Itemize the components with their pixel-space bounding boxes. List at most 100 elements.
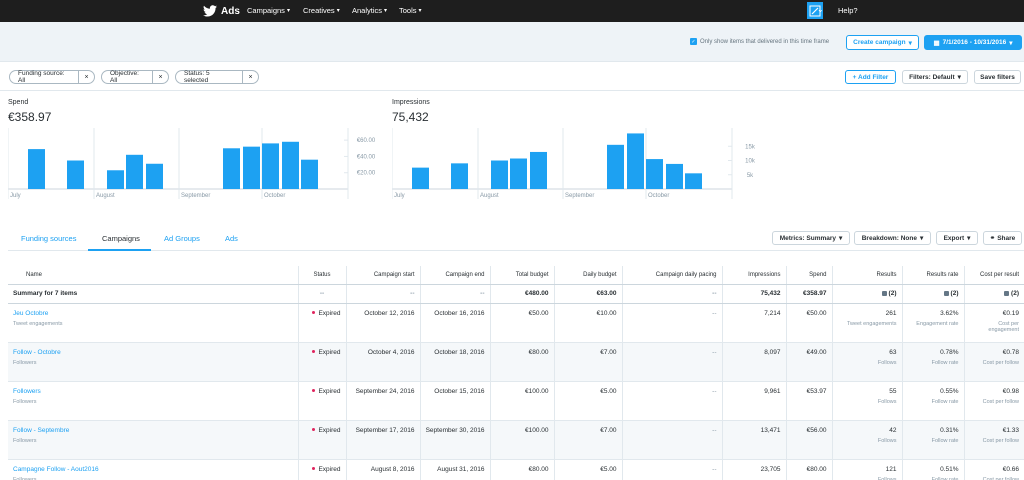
nav-creatives[interactable]: Creatives ▾ [303,6,340,15]
campaign-name-link[interactable]: Follow - Octobre [13,348,61,356]
chart-bar[interactable] [412,167,429,189]
chart-bar[interactable] [107,170,124,189]
account-chevron-icon[interactable]: ⌄ [817,5,824,14]
column-header-pacing[interactable]: Campaign daily pacing [622,266,723,285]
chart-bar[interactable] [451,163,468,189]
status-dot-icon [312,428,316,432]
month-tick-label: September [181,193,210,199]
chart-bar[interactable] [262,143,279,189]
nav-tools[interactable]: Tools ▾ [399,6,422,15]
filter-pill-objective[interactable]: Objective: All × [101,70,169,84]
summary-results-rate-count: (2) [950,290,959,297]
tab-campaigns[interactable]: Campaigns [102,234,140,243]
summary-start: -- [346,284,421,304]
column-header-cost-per-result[interactable]: Cost per result [964,266,1024,285]
column-header-campaign-end[interactable]: Campaign end [420,266,491,285]
filter-pill-status[interactable]: Status: 5 selected × [175,70,259,84]
column-header-daily-budget[interactable]: Daily budget [554,266,623,285]
campaign-objective: Followers [13,359,37,366]
chart-bar[interactable] [67,160,84,190]
table-row[interactable]: Jeu Octobre Tweet engagements Expired Octob… [8,303,1024,343]
calendar-icon: ▦ [933,39,940,47]
campaign-name-link[interactable]: Jeu Octobre [13,309,49,317]
table-row[interactable]: Campagne Follow - Aout2016 Followers Expir… [8,459,1024,480]
table-row[interactable]: Follow - Octobre Followers Expired October … [8,342,1024,382]
share-button[interactable]: ⚭ Share [983,231,1022,245]
account-avatar[interactable] [807,2,823,19]
column-header-spend[interactable]: Spend [786,266,833,285]
chart-bar[interactable] [666,163,683,189]
campaign-name-link[interactable]: Follow - Septembre [13,426,70,434]
chart-bar[interactable] [223,148,240,189]
filter-pill-funding-source[interactable]: Funding source: All × [9,70,95,84]
column-header-impressions[interactable]: Impressions [722,266,787,285]
export-dropdown[interactable]: Export ▾ [936,231,978,245]
table-row[interactable]: Followers Followers Expired September 24, 2… [8,381,1024,421]
help-link[interactable]: Help? [838,6,858,15]
chart-bar[interactable] [28,149,45,189]
summary-impressions: 75,432 [722,284,787,304]
column-header-status[interactable]: Status [298,266,347,285]
chart-bar[interactable] [243,146,260,189]
pacing-cell: -- [622,381,723,421]
metrics-dropdown[interactable]: Metrics: Summary ▾ [772,231,850,245]
column-header-campaign-start[interactable]: Campaign start [346,266,421,285]
campaign-name-cell: Followers Followers [8,381,299,421]
tab-funding-sources[interactable]: Funding sources [21,234,77,243]
chart-bar[interactable] [510,158,527,189]
campaign-start-cell: August 8, 2016 [346,459,421,480]
campaigns-table: Name Status Campaign start Campaign end … [8,266,1024,480]
create-campaign-button[interactable]: Create campaign ▾ [846,35,919,50]
add-filter-button[interactable]: + Add Filter [845,70,896,84]
total-budget-cell: €80.00 [490,342,555,382]
chart-bar[interactable] [646,159,663,189]
summary-results-count: (2) [888,290,897,297]
status-cell: Expired [298,381,347,421]
month-tick-label: July [394,193,405,199]
chart-bar[interactable] [126,154,143,189]
status-cell: Expired [298,342,347,382]
campaign-objective: Followers [13,398,37,405]
chart-bar[interactable] [282,141,299,189]
campaign-name-link[interactable]: Followers [13,387,41,395]
chart-bar[interactable] [146,163,163,189]
close-icon[interactable]: × [242,71,258,83]
daily-budget-cell: €5.00 [554,381,623,421]
close-icon[interactable]: × [78,71,94,83]
status-cell: Expired [298,459,347,480]
chart-bar[interactable] [491,160,508,190]
save-filters-button[interactable]: Save filters [974,70,1021,84]
column-header-results-rate[interactable]: Results rate [902,266,965,285]
tab-ad-groups[interactable]: Ad Groups [164,234,200,243]
chart-bar[interactable] [685,173,702,189]
column-header-total-budget[interactable]: Total budget [490,266,555,285]
column-header-results[interactable]: Results [832,266,903,285]
status-dot-icon [312,467,316,471]
status-badge: Expired [318,465,341,473]
delivered-filter[interactable]: ✓ Only show items that delivered in this… [690,38,829,45]
y-tick-label: 10k [745,159,756,165]
chart-bar[interactable] [301,159,318,189]
nav-campaigns[interactable]: Campaigns ▾ [247,6,290,15]
breakdown-dropdown[interactable]: Breakdown: None ▾ [854,231,931,245]
mixed-results-icon [881,290,887,296]
results-value: 42 [889,426,897,434]
month-tick-label: July [10,193,21,199]
column-header-name[interactable]: Name [8,266,299,285]
cost-per-result-cell: €0.66 Cost per follow [964,459,1024,480]
month-tick-label: October [264,193,285,199]
spend-cell: €50.00 [786,303,833,343]
nav-analytics[interactable]: Analytics ▾ [352,6,387,15]
chart-bar[interactable] [627,133,644,189]
brand[interactable]: Ads [203,4,240,18]
filters-default-button[interactable]: Filters: Default ▾ [902,70,968,84]
chart-bar[interactable] [607,144,624,189]
date-range-button[interactable]: ▦ 7/1/2016 - 10/31/2016 ▾ [924,35,1022,50]
tab-ads[interactable]: Ads [225,234,238,243]
y-tick-label: €40.00 [357,154,376,160]
checkbox-checked-icon[interactable]: ✓ [690,38,697,45]
table-row[interactable]: Follow - Septembre Followers Expired Septem… [8,420,1024,460]
campaign-name-link[interactable]: Campagne Follow - Aout2016 [13,465,99,473]
close-icon[interactable]: × [152,71,168,83]
chart-bar[interactable] [530,151,547,189]
